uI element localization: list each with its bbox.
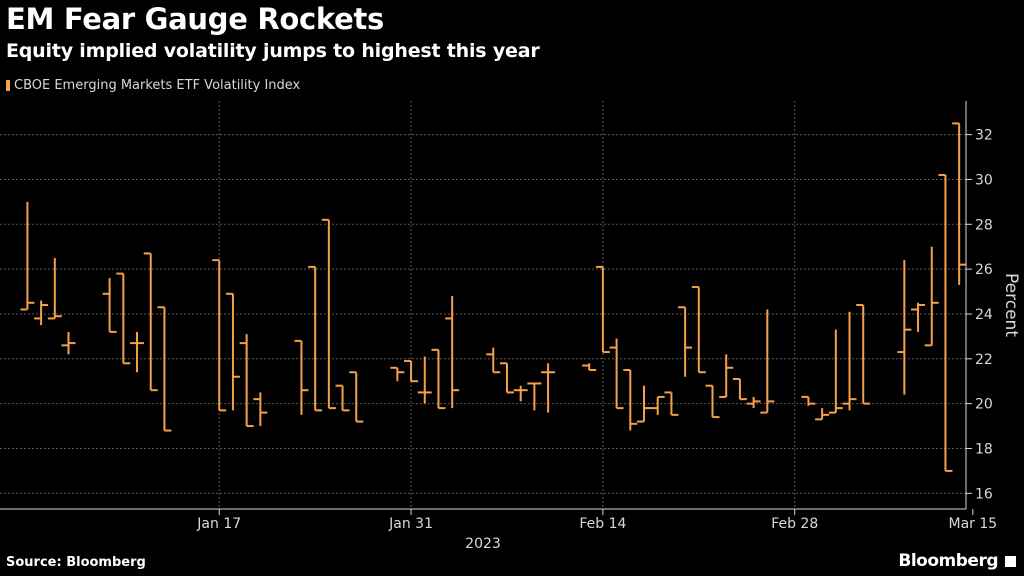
ohlc-bar (294, 339, 309, 415)
ohlc-bar (157, 306, 172, 432)
x-tick-label: Jan 17 (196, 516, 241, 532)
ohlc-bar (308, 265, 323, 412)
y-tick-label: 18 (975, 441, 993, 457)
ohlc-bar (952, 122, 967, 285)
ohlc-bar (760, 309, 775, 414)
y-tick-label: 26 (975, 262, 993, 278)
ohlc-bars (20, 122, 967, 472)
ohlc-bar (61, 331, 76, 355)
ohlc-bar (116, 272, 131, 365)
ohlc-bar (924, 246, 939, 347)
ohlc-bar (486, 347, 501, 374)
ohlc-bar (225, 292, 240, 411)
ohlc-bar (143, 252, 158, 392)
source-note: Source: Bloomberg (6, 555, 146, 570)
ohlc-bar (404, 360, 419, 383)
ohlc-bar (897, 260, 912, 395)
y-tick-label: 16 (975, 486, 993, 502)
brand-logo: Bloomberg (898, 551, 998, 571)
ohlc-bar (130, 331, 145, 373)
ohlc-bar (47, 257, 62, 320)
brand-square-icon (1005, 556, 1016, 567)
y-tick-label: 24 (975, 307, 993, 323)
ohlc-bar (815, 408, 830, 421)
ohlc-bar (828, 329, 843, 414)
y-tick-label: 32 (975, 128, 993, 144)
ohlc-bar (595, 265, 610, 354)
ohlc-bar (938, 173, 953, 472)
ohlc-bar (719, 354, 734, 398)
ohlc-bar (637, 385, 651, 423)
ohlc-bar (678, 306, 693, 377)
ohlc-bar (349, 371, 364, 423)
ohlc-bar (541, 363, 556, 413)
ohlc-bar (732, 377, 747, 401)
ohlc-bar (212, 259, 227, 412)
ohlc-bar (691, 286, 706, 374)
ohlc-bar (431, 348, 446, 410)
x-tick-label: Feb 14 (579, 516, 626, 532)
chart-subtitle: Equity implied volatility jumps to highe… (6, 40, 540, 62)
ohlc-bar (527, 382, 542, 411)
ohlc-bar (705, 384, 720, 419)
ohlc-bar (20, 201, 35, 311)
ohlc-bar (664, 391, 679, 416)
ohlc-bar (253, 392, 268, 427)
y-tick-label: 30 (975, 172, 993, 188)
ohlc-bar (239, 334, 254, 428)
ohlc-bar (321, 218, 336, 410)
x-axis-year-label: 2023 (465, 536, 501, 552)
y-tick-label: 20 (975, 397, 993, 413)
ohlc-bar (513, 385, 528, 402)
y-tick-label: 28 (975, 217, 993, 233)
ohlc-bar (335, 384, 350, 412)
ohlc-bar (417, 356, 432, 404)
chart-title: EM Fear Gauge Rockets (6, 2, 385, 36)
ohlc-bar (842, 311, 857, 411)
ohlc-bar (911, 302, 926, 332)
y-axis-ticks: 16 18 20 22 24 26 28 30 32 (966, 128, 993, 502)
ohlc-bar (801, 395, 816, 406)
grid-lines (0, 101, 966, 509)
y-tick-label: 22 (975, 352, 993, 368)
ohlc-bar (746, 396, 761, 409)
ohlc-bar (445, 296, 460, 409)
ohlc-bar (34, 300, 49, 326)
x-axis-ticks: Jan 17 Jan 31 Feb 14 Feb 28 Mar 15 (196, 509, 997, 532)
x-tick-label: Mar 15 (949, 516, 998, 532)
legend-swatch (6, 80, 10, 91)
ohlc-bar (582, 363, 597, 372)
ohlc-bar (102, 278, 117, 333)
ohlc-bar (390, 366, 405, 382)
x-tick-label: Feb 28 (771, 516, 818, 532)
y-axis-title: Percent (1001, 273, 1021, 337)
ohlc-bar (856, 304, 871, 405)
axes (0, 101, 967, 510)
legend-label: CBOE Emerging Markets ETF Volatility Ind… (14, 78, 301, 93)
x-tick-label: Jan 31 (388, 516, 433, 532)
ohlc-bar (609, 338, 624, 410)
ohlc-bar (499, 362, 514, 394)
legend: CBOE Emerging Markets ETF Volatility Ind… (6, 78, 300, 93)
ohlc-bar (650, 395, 665, 415)
ohlc-bar (623, 369, 638, 431)
